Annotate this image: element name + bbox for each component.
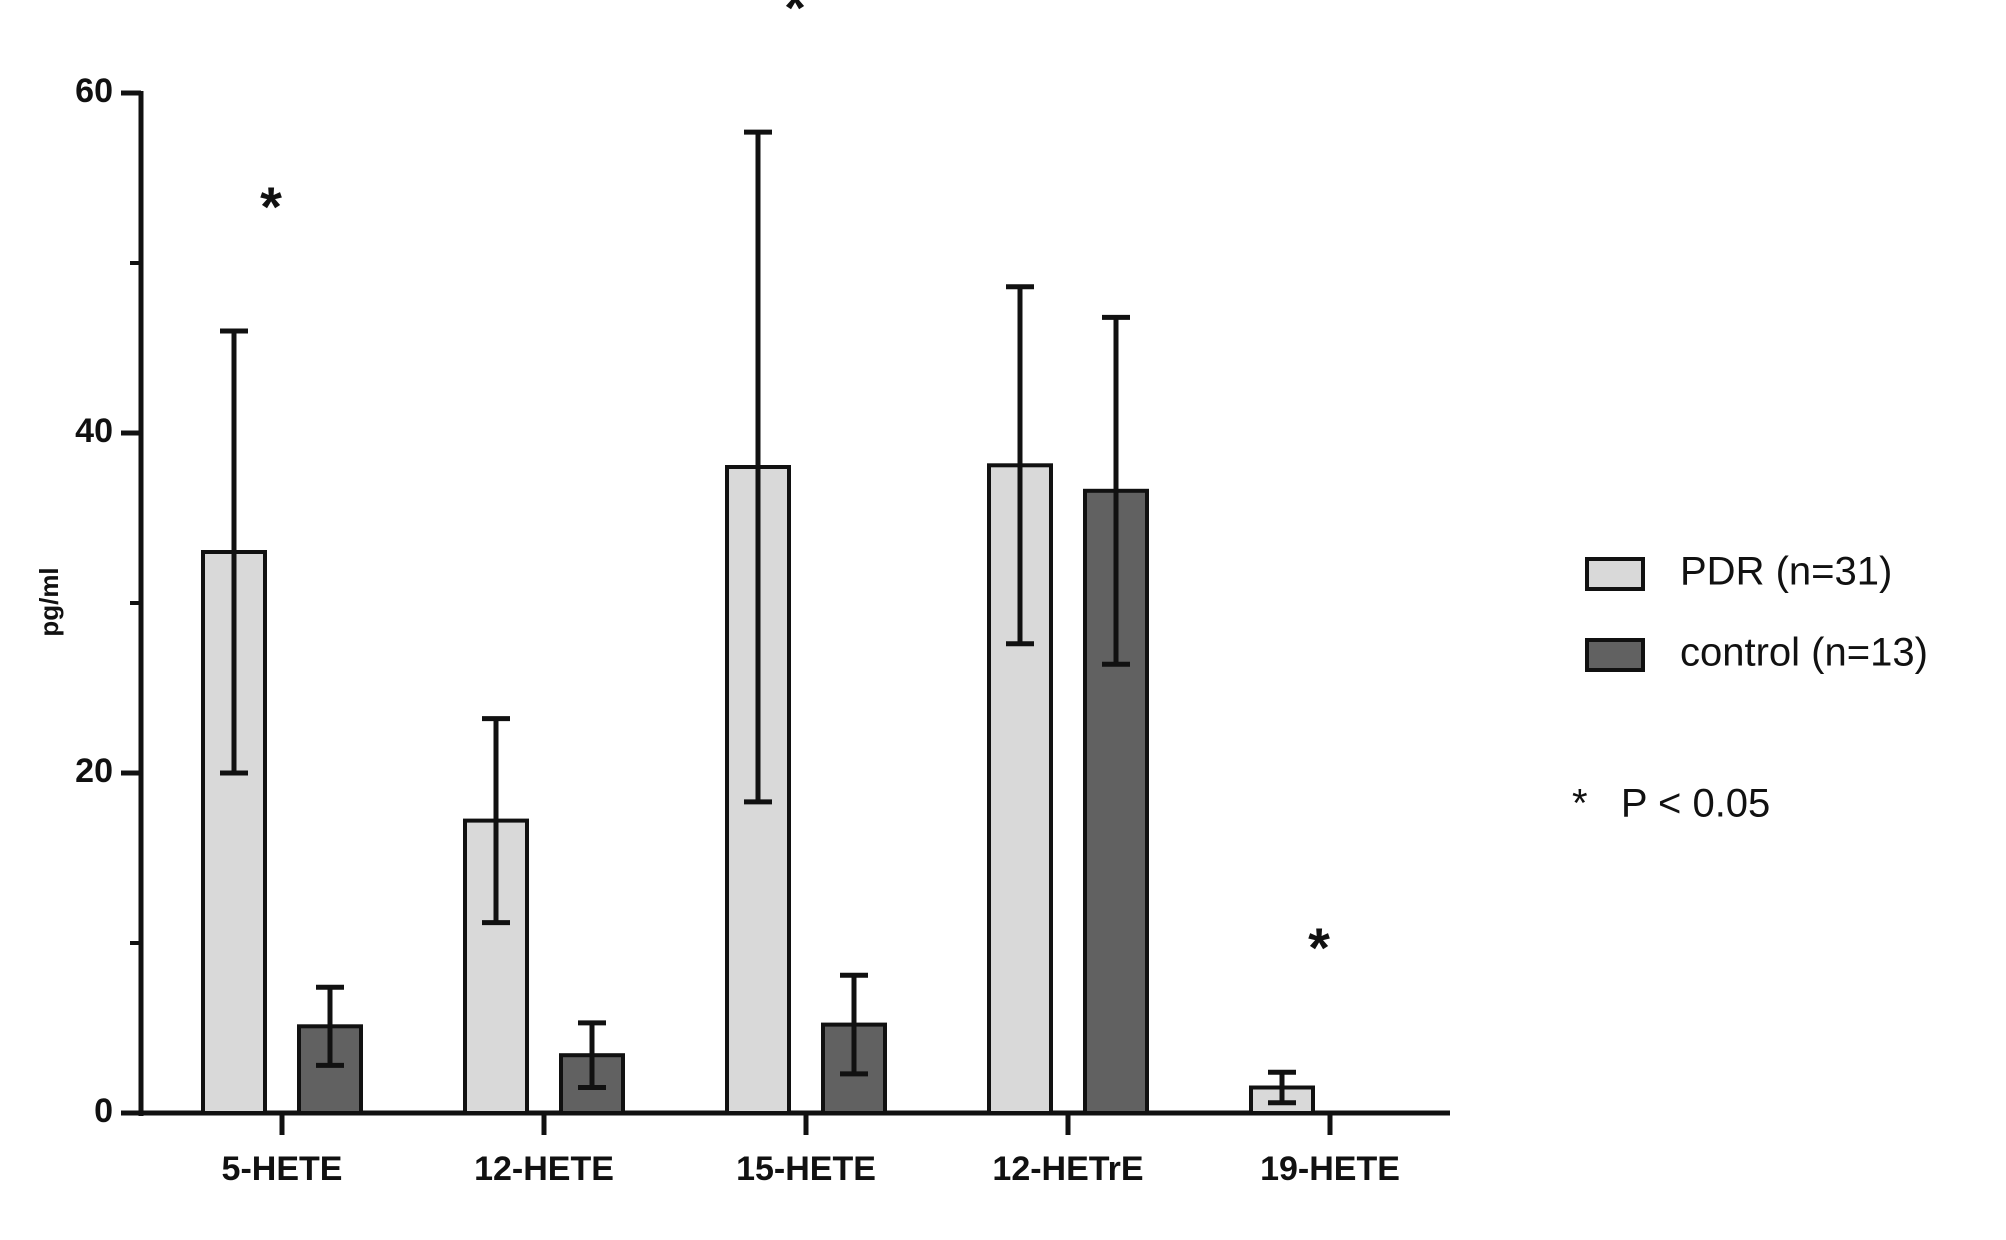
x-tick-label: 12-HETrE: [992, 1150, 1143, 1188]
significance-note: * P < 0.05: [1572, 782, 1770, 826]
error-bar: [744, 129, 772, 805]
y-tick-label: 60: [75, 72, 113, 110]
significance-marker: *: [784, 0, 806, 39]
x-tick-label: 12-HETE: [474, 1150, 614, 1188]
y-axis-label: pg/ml: [34, 567, 64, 636]
x-tick-label: 15-HETE: [736, 1150, 876, 1188]
error-bar: [1006, 284, 1034, 647]
y-tick-label: 0: [94, 1092, 113, 1130]
error-bar: [482, 716, 510, 926]
error-bar: [220, 328, 248, 776]
error-bar: [840, 972, 868, 1077]
error-bar: [1102, 314, 1130, 667]
y-tick-label: 40: [75, 412, 113, 450]
x-tick-label: 5-HETE: [222, 1150, 343, 1188]
significance-marker: *: [1308, 916, 1330, 979]
error-bar: [316, 984, 344, 1068]
significance-marker: *: [260, 175, 282, 238]
legend-swatch: [1585, 638, 1645, 672]
x-tick-label: 19-HETE: [1260, 1150, 1400, 1188]
legend-label: PDR (n=31): [1680, 550, 1892, 594]
error-bar: [1268, 1069, 1296, 1106]
error-bar: [578, 1020, 606, 1090]
y-tick-label: 20: [75, 752, 113, 790]
legend-swatch: [1585, 557, 1645, 591]
legend-label: control (n=13): [1680, 631, 1928, 675]
